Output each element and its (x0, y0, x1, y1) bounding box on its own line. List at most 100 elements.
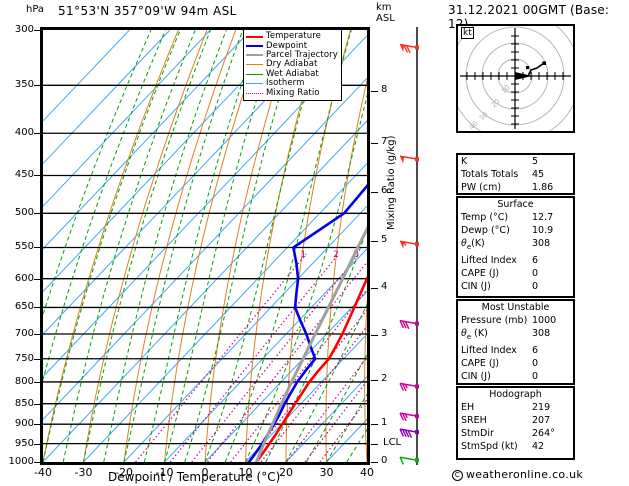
height-tick-label: 7 (381, 135, 388, 147)
stat-value: 6 (532, 254, 539, 266)
stat-value: 264° (532, 428, 555, 439)
stat-value: 0 (532, 370, 539, 382)
pressure-tick-label: 400 (14, 127, 34, 139)
pressure-tick (34, 403, 40, 405)
pressure-unit-label: hPa (26, 4, 45, 15)
height-tick (371, 91, 378, 93)
stat-key: Pressure (mb) (461, 315, 528, 326)
wind-barb-svg (399, 27, 419, 465)
curve-parcel-trajectory (254, 225, 367, 462)
stat-value: 6 (532, 344, 539, 356)
pressure-tick (34, 307, 40, 309)
stat-key: PW (cm) (461, 182, 502, 193)
stat-row: StmDir 264° (458, 427, 573, 440)
mixing-ratio-labels: 1 2 3 (301, 250, 359, 260)
pressure-tick-label: 800 (14, 375, 34, 387)
pressure-tick (34, 381, 40, 383)
wind-barb (399, 428, 419, 439)
temperature-tick-label: 30 (319, 466, 334, 479)
temperature-tick-label: 10 (238, 466, 253, 479)
height-tick-label: 2 (381, 372, 388, 384)
panel-title: Hodograph (489, 389, 542, 400)
pressure-tick-label: 350 (14, 79, 34, 91)
stat-row: Temp (°C) 12.7 (458, 211, 573, 224)
legend-item: Dewpoint (246, 41, 338, 50)
stat-value: 0 (532, 357, 539, 369)
stat-key: CIN (J) (461, 370, 491, 382)
legend-swatch (246, 64, 263, 66)
stat-key: K (461, 156, 468, 167)
stat-value: 207 (532, 415, 551, 426)
height-unit-line2: ASL (376, 13, 395, 24)
legend-swatch (246, 73, 263, 75)
legend-swatch (246, 54, 263, 57)
most-unstable-panel: Most Unstable Pressure (mb) 1000 θe (K) 308 L… (456, 299, 575, 385)
pressure-tick (34, 424, 40, 426)
temperature-tick-label: -10 (155, 466, 174, 479)
stat-key: θe(K) (461, 238, 485, 251)
pressure-tick (34, 247, 40, 249)
hodograph-ring-label: 10 (500, 83, 512, 95)
stat-key: Totals Totals (461, 169, 519, 180)
height-tick-label: 5 (381, 234, 388, 246)
stat-key: Dewp (°C) (461, 225, 510, 236)
hodograph-stats-panel: Hodograph EH 219 SREH 207 StmDir 264° StmSpd (k… (456, 386, 575, 460)
height-tick (371, 462, 378, 463)
pressure-tick-label: 650 (14, 301, 34, 313)
wind-barb (399, 456, 419, 465)
temperature-tick-label: 40 (360, 466, 374, 479)
lcl-tick (371, 444, 378, 446)
height-tick-label: 0 (381, 455, 388, 466)
wind-barb (399, 155, 419, 164)
wind-barb-column (395, 27, 440, 465)
pressure-tick (34, 30, 40, 31)
stat-row: EH 219 (458, 401, 573, 414)
height-tick (371, 142, 378, 144)
legend-swatch (246, 92, 263, 94)
temperature-tick-label: 0 (201, 466, 209, 479)
pressure-tick (34, 133, 40, 135)
x-axis-title: Dewpoint / Temperature (°C) (108, 470, 281, 484)
legend-label: Isotherm (266, 78, 305, 89)
pressure-tick-label: 450 (14, 169, 34, 181)
stat-row: CAPE (J) 0 (458, 267, 573, 280)
temperature-tick-label: 20 (279, 466, 293, 479)
legend-label: Dewpoint (266, 40, 308, 51)
pressure-tick-label: 500 (14, 207, 34, 219)
height-tick (371, 379, 378, 381)
sounding-curves (247, 184, 367, 462)
height-unit-label: km ASL (376, 2, 395, 24)
wind-barb (399, 319, 419, 330)
pressure-tick-label: 950 (14, 437, 34, 449)
station-coordinates-label: 51°53'N 357°09'W 94m ASL (58, 4, 237, 18)
legend-label: Parcel Trajectory (266, 49, 338, 60)
pressure-tick (34, 213, 40, 215)
height-tick (371, 288, 378, 290)
lcl-label: LCL (383, 437, 402, 449)
height-tick (371, 192, 378, 194)
pressure-tick-label: 750 (14, 352, 34, 364)
panel-title: Most Unstable (481, 302, 550, 313)
stat-value: 1000 (532, 315, 557, 326)
stat-key: Lifted Index (461, 344, 517, 356)
chart-legend: Temperature Dewpoint Parcel Trajectory Dry … (243, 29, 342, 101)
stat-key: CAPE (J) (461, 267, 500, 279)
stat-key: Lifted Index (461, 254, 517, 266)
curve-temperature (255, 275, 367, 462)
pressure-tick (34, 85, 40, 87)
surface-panel: Surface Temp (°C) 12.7 Dewp (°C) 10.9 θe(K) 30… (456, 196, 575, 298)
stat-key: StmSpd (kt) (461, 441, 518, 452)
stat-row: θe(K) 308 (458, 237, 573, 254)
stat-row: SREH 207 (458, 414, 573, 427)
svg-text:2: 2 (333, 250, 339, 260)
copyright-icon: C (452, 470, 463, 481)
height-tick (371, 334, 378, 336)
pressure-tick (34, 175, 40, 177)
svg-text:1: 1 (301, 250, 307, 260)
stat-value: 0 (532, 280, 539, 292)
pressure-tick (34, 358, 40, 360)
stat-key: StmDir (461, 428, 494, 439)
